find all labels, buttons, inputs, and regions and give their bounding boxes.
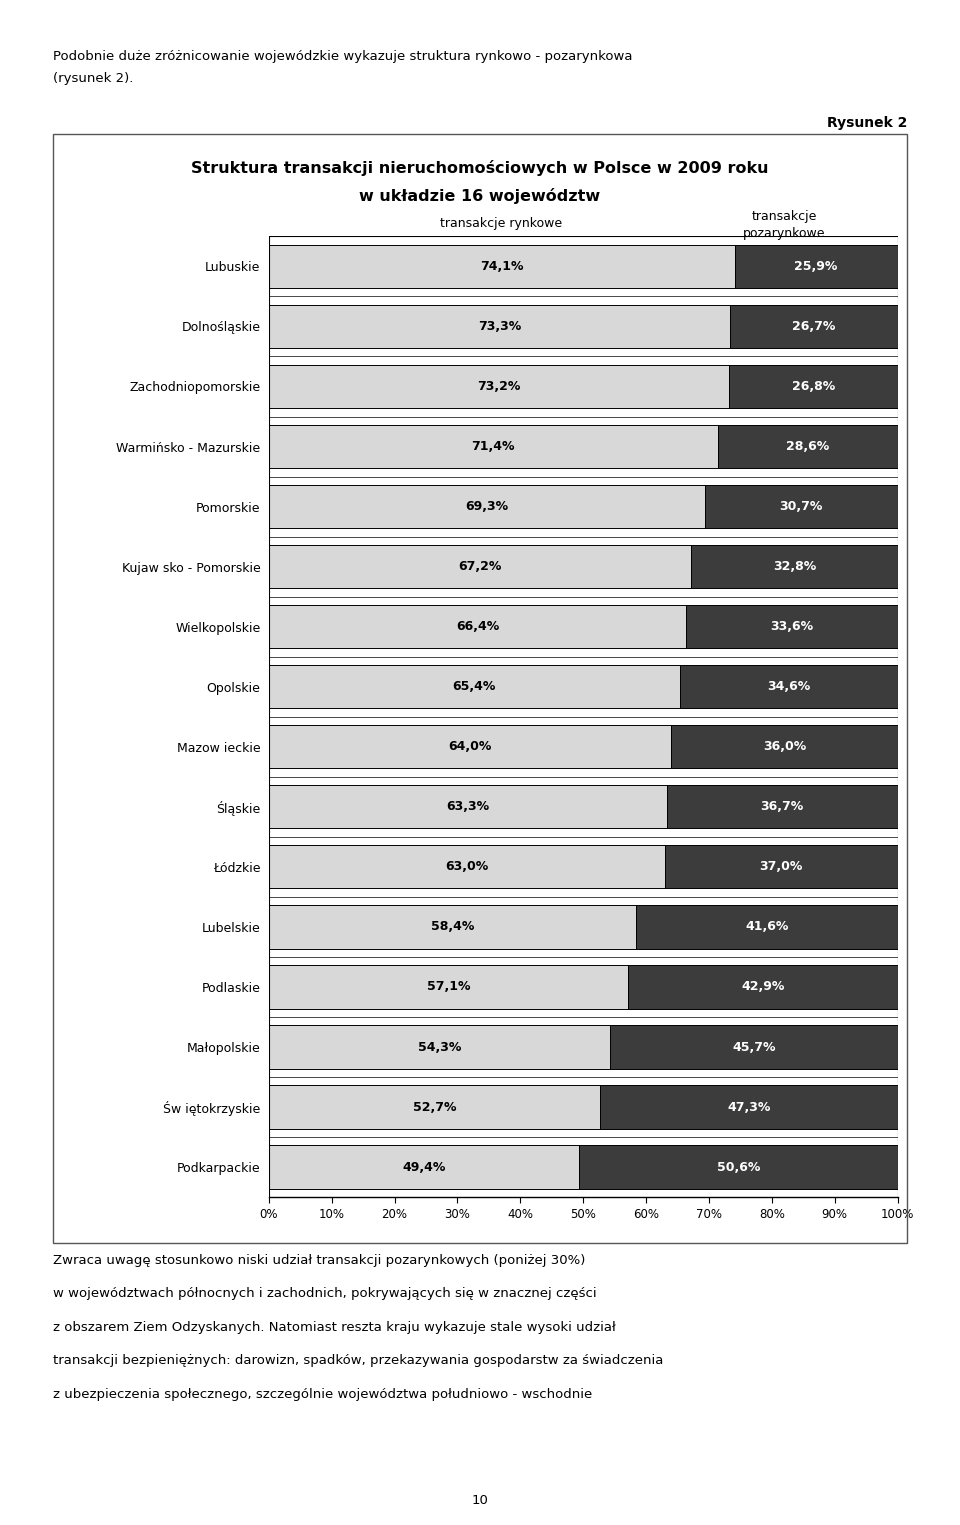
Text: 69,3%: 69,3% (465, 500, 508, 512)
Text: 50,6%: 50,6% (717, 1161, 760, 1174)
Text: 57,1%: 57,1% (426, 981, 470, 993)
Text: transakcji bezpieniężnych: darowizn, spadków, przekazywania gospodarstw za świad: transakcji bezpieniężnych: darowizn, spa… (53, 1354, 663, 1368)
Bar (269, 1025, 611, 1069)
Bar (600, 1086, 898, 1128)
Text: 28,6%: 28,6% (786, 441, 829, 453)
Text: Struktura transakcji nieruchomościowych w Polsce w 2009 roku: Struktura transakcji nieruchomościowych … (191, 160, 769, 175)
Bar (680, 665, 898, 708)
Text: 71,4%: 71,4% (471, 441, 515, 453)
Bar (705, 485, 898, 528)
Text: z ubezpieczenia społecznego, szczególnie województwa południowo - wschodnie: z ubezpieczenia społecznego, szczególnie… (53, 1388, 592, 1401)
Bar (269, 785, 667, 828)
Bar (269, 1145, 580, 1188)
Text: 36,0%: 36,0% (763, 740, 806, 753)
Bar (667, 785, 898, 828)
Bar (269, 665, 680, 708)
Bar (269, 305, 730, 348)
Bar (269, 425, 718, 468)
Text: 73,3%: 73,3% (478, 320, 521, 332)
Text: 47,3%: 47,3% (728, 1101, 771, 1113)
Bar (269, 605, 686, 648)
Text: 37,0%: 37,0% (759, 860, 803, 874)
Bar (729, 364, 898, 409)
Text: Rysunek 2: Rysunek 2 (827, 116, 907, 130)
Text: 34,6%: 34,6% (767, 680, 810, 694)
Text: 52,7%: 52,7% (413, 1101, 456, 1113)
Bar (580, 1145, 898, 1188)
Text: w województwach północnych i zachodnich, pokrywających się w znacznej części: w województwach północnych i zachodnich,… (53, 1287, 596, 1301)
Bar (628, 965, 898, 1008)
Bar (718, 425, 898, 468)
Text: transakcje rynkowe: transakcje rynkowe (441, 217, 563, 230)
Text: 63,3%: 63,3% (446, 801, 490, 813)
Bar (269, 726, 671, 769)
Bar (686, 605, 898, 648)
Text: 66,4%: 66,4% (456, 621, 499, 633)
Text: 26,7%: 26,7% (792, 320, 835, 332)
Bar (671, 726, 898, 769)
Text: 32,8%: 32,8% (773, 560, 816, 573)
Text: 67,2%: 67,2% (458, 560, 502, 573)
Bar (269, 485, 705, 528)
Bar (269, 965, 628, 1008)
Text: 30,7%: 30,7% (780, 500, 823, 512)
Text: 63,0%: 63,0% (445, 860, 489, 874)
Bar (691, 544, 898, 589)
Bar (269, 845, 665, 889)
Bar (269, 1086, 600, 1128)
Bar (730, 305, 898, 348)
Bar (269, 906, 636, 949)
Text: 73,2%: 73,2% (477, 380, 520, 393)
Text: 74,1%: 74,1% (480, 259, 523, 273)
Bar (734, 246, 898, 288)
Bar (636, 906, 898, 949)
Text: 26,8%: 26,8% (792, 380, 835, 393)
Text: 41,6%: 41,6% (745, 921, 788, 933)
Text: 45,7%: 45,7% (732, 1040, 776, 1054)
Bar (269, 544, 691, 589)
Text: (rysunek 2).: (rysunek 2). (53, 72, 133, 85)
Text: 58,4%: 58,4% (431, 921, 474, 933)
Bar (665, 845, 898, 889)
Text: Podobnie duże zróżnicowanie wojewódzkie wykazuje struktura rynkowo - pozarynkowa: Podobnie duże zróżnicowanie wojewódzkie … (53, 50, 633, 64)
Text: w układzie 16 województw: w układzie 16 województw (359, 188, 601, 203)
Bar (269, 246, 734, 288)
Text: 33,6%: 33,6% (770, 621, 813, 633)
Bar (269, 364, 729, 409)
Bar (611, 1025, 898, 1069)
Text: 64,0%: 64,0% (448, 740, 492, 753)
Text: 36,7%: 36,7% (760, 801, 804, 813)
Text: Zwraca uwagę stosunkowo niski udział transakcji pozarynkowych (poniżej 30%): Zwraca uwagę stosunkowo niski udział tra… (53, 1254, 586, 1267)
Text: transakcje
pozarynkowe: transakcje pozarynkowe (743, 210, 826, 241)
Text: 10: 10 (471, 1493, 489, 1507)
Text: 42,9%: 42,9% (741, 981, 784, 993)
Text: 54,3%: 54,3% (418, 1040, 461, 1054)
Text: 65,4%: 65,4% (453, 680, 496, 694)
Text: 25,9%: 25,9% (795, 259, 838, 273)
Text: 49,4%: 49,4% (402, 1161, 445, 1174)
Text: z obszarem Ziem Odzyskanych. Natomiast reszta kraju wykazuje stale wysoki udział: z obszarem Ziem Odzyskanych. Natomiast r… (53, 1321, 615, 1334)
